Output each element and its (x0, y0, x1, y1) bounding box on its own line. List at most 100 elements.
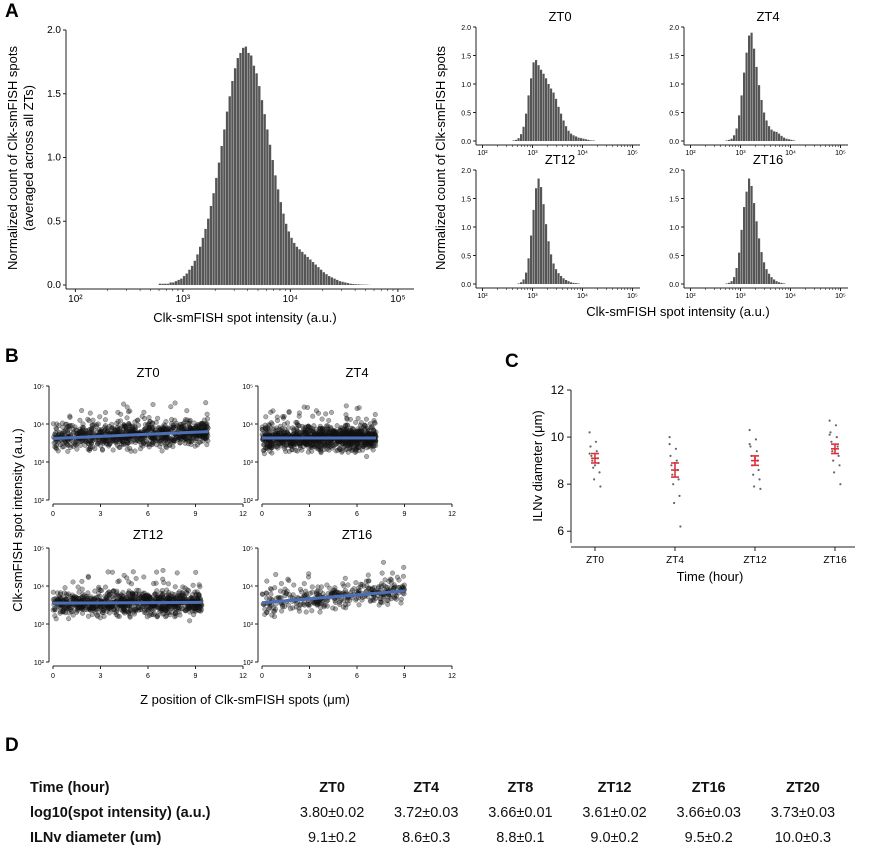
histogram-A-ZT0: 0.0 0.5 1.0 1.5 2.0 10² 10³ 10⁴ 10⁵ ZT0 (461, 9, 640, 157)
data-point (589, 445, 592, 448)
histogram-bar (520, 282, 523, 284)
scatter-point (182, 608, 188, 614)
scatter-point (188, 595, 194, 601)
data-point (599, 485, 602, 488)
table-cell: 9.5±0.2 (684, 829, 733, 846)
scatter-point (358, 422, 364, 428)
histogram-bar (575, 283, 578, 284)
histogram-bar (527, 95, 530, 141)
scatter-point (197, 439, 203, 445)
scatter-point (193, 569, 199, 575)
histogram-bar (570, 282, 573, 284)
scatter-point (66, 616, 72, 622)
table-header-cell: ZT8 (507, 779, 534, 796)
histogram-bar (565, 126, 568, 141)
histogram-bar (760, 252, 763, 284)
scatter-point (85, 590, 91, 596)
scatter-point (163, 445, 169, 451)
table-header-cell: ZT20 (785, 779, 820, 796)
scatter-point (109, 569, 115, 575)
scatter-point (349, 447, 355, 453)
scatter-point (268, 591, 274, 597)
scatter-point (309, 589, 315, 595)
scatter-point (102, 410, 108, 416)
scatter-point (170, 444, 176, 450)
panel-label-a: A (5, 1, 19, 22)
panel-b: 10² 10³ 10⁴ 10⁵ 0 3 6 9 12 ZT0 10² 10³ 10⁴ 10⁵ 0 3 6 9 12 Z… (10, 365, 456, 707)
scatter-point (63, 441, 69, 447)
scatter-point (178, 434, 184, 440)
scatter-point (353, 597, 359, 603)
scatter-point (263, 431, 269, 437)
scatter-point (132, 448, 138, 454)
histogram-bar (268, 144, 272, 285)
histogram-bar (587, 139, 590, 141)
x-tick-label: 10⁵ (627, 150, 638, 157)
data-point (752, 473, 755, 476)
x-tick-label: 10³ (176, 294, 191, 305)
scatter-point (344, 422, 350, 428)
data-point (838, 464, 841, 467)
histogram-bar (306, 256, 309, 285)
scatter-point (172, 611, 178, 617)
x-tick-label: 3 (308, 673, 312, 680)
scatter-point (288, 606, 294, 612)
scatter-point (337, 599, 343, 605)
scatter-point (171, 439, 177, 445)
histogram-bar (341, 281, 344, 285)
histogram-bar (728, 139, 731, 141)
histogram-bar (770, 277, 773, 284)
scatter-point (175, 435, 181, 441)
histogram-bar (525, 272, 528, 284)
data-point (588, 431, 591, 434)
scatter-point (172, 400, 178, 406)
scatter-point (77, 417, 83, 423)
histogram-bar (725, 140, 728, 141)
histogram-bar (174, 281, 178, 285)
scatter-point (141, 574, 147, 580)
scatter-point (309, 441, 315, 447)
scatter-point (316, 410, 322, 416)
y-tick-label: 0.0 (461, 139, 471, 146)
y-tick-label: 2.0 (461, 168, 471, 175)
scatter-point (151, 581, 157, 587)
scatter-point (85, 574, 91, 580)
scatter-point (52, 607, 58, 613)
scatter-point (58, 442, 64, 448)
scatter-point (88, 440, 94, 446)
scatter-point (306, 571, 312, 577)
scatter-point (80, 421, 86, 427)
scatter-point (97, 414, 103, 420)
table-row: ILNv diameter (um) 9.1±0.2 8.6±0.3 8.8±0… (30, 825, 850, 850)
scatter-point (269, 450, 275, 456)
scatter-point (155, 612, 161, 618)
y-tick-label: 1.0 (669, 225, 679, 232)
scatter-point (401, 564, 407, 570)
scatter-point (204, 411, 210, 417)
data-point (593, 478, 596, 481)
scatter-point (65, 427, 71, 433)
scatter-point (109, 421, 115, 427)
histogram-bar (582, 138, 585, 141)
scatter-point (355, 415, 361, 421)
histogram-bar (555, 269, 558, 284)
scatter-point (144, 422, 150, 428)
histogram-bar (338, 281, 342, 285)
scatter-point (364, 454, 370, 460)
histogram-bar (755, 221, 758, 284)
subplot-title: ZT12 (545, 152, 575, 167)
scatter-point (142, 416, 148, 422)
histogram-bar (557, 273, 560, 284)
x-tick-label: 10³ (735, 150, 746, 157)
x-tick-label: 10² (477, 150, 488, 157)
data-point (833, 471, 836, 474)
scatter-point (157, 595, 163, 601)
scatter-point (84, 596, 90, 602)
histogram-bar (354, 284, 358, 285)
scatter-point (273, 572, 279, 578)
scatter-point (132, 425, 138, 431)
x-tick-label: 12 (239, 673, 247, 680)
scatter-point (392, 595, 398, 601)
histogram-bar (282, 213, 285, 285)
scatter-point (87, 410, 93, 416)
